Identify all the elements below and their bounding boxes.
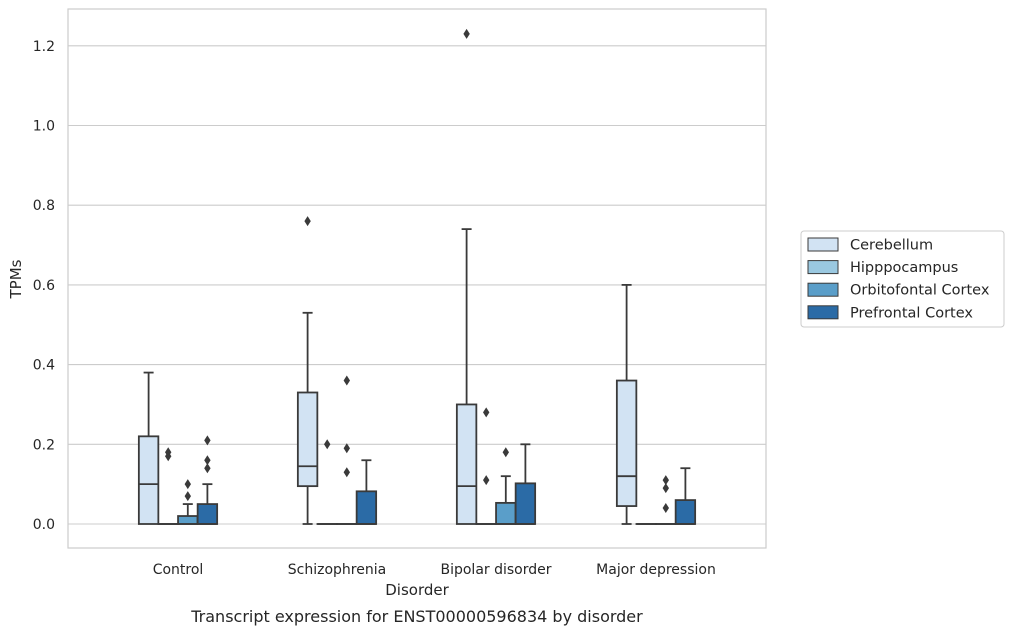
outlier-point: [662, 483, 669, 494]
box-body: [296, 391, 319, 488]
legend-label: Cerebellum: [850, 238, 933, 254]
legend-label: Prefrontal Cortex: [850, 305, 973, 321]
box-prefrontal-cortex: [514, 443, 537, 525]
box-body: [455, 403, 478, 525]
gridlines: [68, 45, 766, 525]
legend-label: Orbitofontal Cortex: [850, 283, 990, 299]
legend-frame: [800, 230, 1005, 328]
outlier-point: [304, 216, 311, 227]
box-body: [514, 482, 537, 525]
legend: Cerebellum Hipppocampus Orbitofontal Corte…: [800, 230, 1005, 328]
y-tick-label: 1.2: [33, 39, 55, 55]
outlier-point: [184, 479, 191, 490]
y-tick-label: 0.2: [33, 437, 55, 453]
box-series: [137, 28, 697, 525]
chart-caption: Transcript expression for ENST0000059683…: [190, 607, 643, 626]
outlier-point: [662, 475, 669, 486]
outlier-point: [483, 475, 490, 486]
box-cerebellum: [615, 283, 638, 525]
x-tick-labels: Control Schizophrenia Bipolar disorder Majo…: [153, 562, 716, 578]
outlier-point: [343, 375, 350, 386]
box-body: [355, 490, 378, 525]
outlier-point: [204, 435, 211, 446]
x-tick-label: Control: [153, 562, 204, 578]
x-tick-label: Major depression: [596, 562, 716, 578]
outlier-point: [662, 503, 669, 514]
outlier-point: [483, 407, 490, 418]
legend-swatch: [807, 282, 839, 297]
box-body: [177, 515, 199, 525]
legend-entries: Cerebellum Hipppocampus Orbitofontal Corte…: [807, 237, 990, 321]
box-cerebellum: [296, 216, 319, 525]
outlier-point: [502, 447, 509, 458]
y-tick-labels: 0.0 0.2 0.4 0.6 0.8 1.0 1.2: [33, 39, 55, 533]
y-tick-label: 0.4: [33, 358, 55, 374]
y-tick-label: 0.6: [33, 278, 55, 294]
outlier-point: [184, 491, 191, 502]
legend-swatch: [807, 305, 839, 320]
outlier-point: [463, 28, 470, 39]
outlier-point: [324, 439, 331, 450]
outlier-point: [204, 455, 211, 466]
outlier-point: [343, 443, 350, 454]
y-axis-label: TPMs: [7, 259, 25, 299]
legend-label: Hipppocampus: [850, 260, 958, 276]
outlier-point: [343, 467, 350, 478]
x-tick-label: Bipolar disorder: [440, 562, 551, 578]
box-body: [495, 501, 517, 525]
x-tick-label: Schizophrenia: [288, 562, 386, 578]
outlier-point: [204, 463, 211, 474]
box-orbitofontal-cortex: [336, 375, 358, 525]
y-tick-label: 0.8: [33, 198, 55, 214]
box-prefrontal-cortex: [674, 467, 697, 525]
box-prefrontal-cortex: [196, 435, 219, 525]
box-body: [674, 499, 697, 525]
plot-frame: [67, 8, 767, 549]
legend-swatch: [807, 237, 839, 252]
box-cerebellum: [137, 371, 160, 525]
outlier-point: [165, 447, 172, 458]
y-tick-label: 1.0: [33, 119, 55, 135]
box-cerebellum: [455, 28, 478, 525]
y-tick-label: 0.0: [33, 517, 55, 533]
box-prefrontal-cortex: [355, 459, 378, 525]
box-body: [615, 379, 638, 507]
plot-background: [68, 9, 766, 548]
box-body: [196, 503, 219, 525]
box-body: [137, 435, 160, 525]
legend-swatch: [807, 260, 839, 275]
x-axis-label: Disorder: [385, 581, 449, 599]
